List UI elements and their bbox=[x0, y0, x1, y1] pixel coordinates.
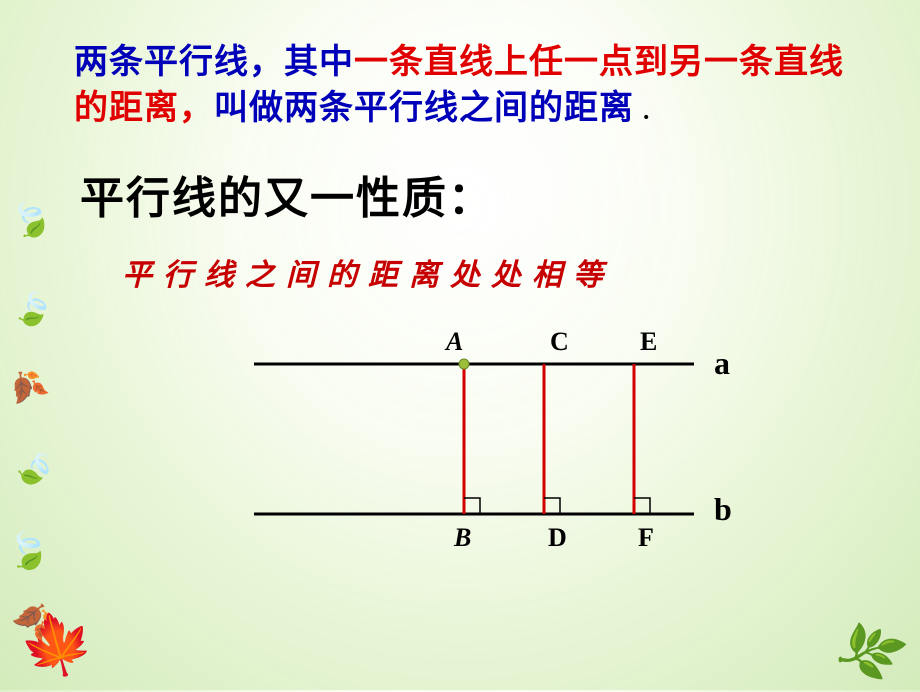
leaf-decoration: 🍂 bbox=[8, 593, 60, 644]
leaf-decoration-bottom-right: 🌿 bbox=[829, 611, 911, 692]
svg-text:a: a bbox=[714, 345, 730, 381]
svg-text:F: F bbox=[638, 523, 654, 552]
svg-text:E: E bbox=[640, 327, 657, 356]
parallel-lines-diagram: A C E B D Fa b bbox=[234, 318, 754, 578]
svg-text:b: b bbox=[714, 491, 732, 527]
svg-text:C: C bbox=[550, 327, 569, 356]
leaf-decoration-bottom-left: 🍁 bbox=[12, 601, 103, 689]
svg-text:D: D bbox=[548, 523, 567, 552]
definition-part3: 叫做两条平行线之间的距离 bbox=[214, 90, 634, 127]
definition-part1: 两条平行线，其中 bbox=[74, 44, 354, 81]
svg-text:B: B bbox=[453, 523, 471, 552]
diagram-svg: A C E B D Fa b bbox=[234, 318, 754, 578]
definition-dot: ． bbox=[634, 96, 667, 125]
svg-text:A: A bbox=[444, 327, 463, 356]
slide-content: 两条平行线，其中一条直线上任一点到另一条直线的距离，叫做两条平行线之间的距离． … bbox=[0, 0, 920, 578]
property-heading: 平行线的又一性质： bbox=[80, 162, 860, 226]
property-statement: 平行线之间的距离处处相等 bbox=[122, 250, 860, 294]
definition-text: 两条平行线，其中一条直线上任一点到另一条直线的距离，叫做两条平行线之间的距离． bbox=[74, 40, 860, 132]
